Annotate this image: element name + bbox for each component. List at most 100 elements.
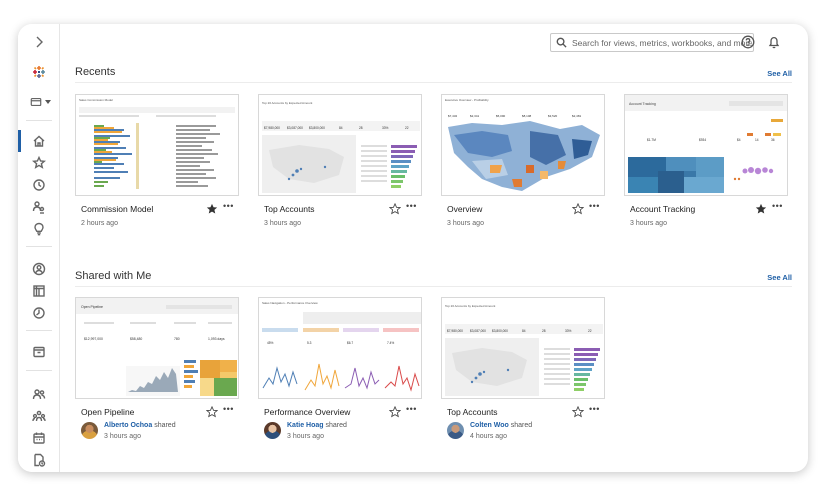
sidebar-divider	[26, 330, 52, 331]
thumb-title: Sales Navigation - Performance Overview	[262, 301, 319, 305]
more-actions-icon[interactable]: •••	[223, 404, 234, 414]
recent-card-account-tracking[interactable]: Account Tracking $1.7M $934 $4 14 36 Accoun	[624, 94, 790, 234]
svg-text:22: 22	[588, 329, 592, 333]
card-time: 3 hours ago	[630, 220, 667, 227]
svg-text:14: 14	[755, 138, 759, 142]
favorite-star-outline-icon[interactable]	[389, 406, 401, 418]
notifications-bell-icon[interactable]	[766, 34, 782, 50]
favorite-star-filled-icon[interactable]	[755, 203, 767, 215]
svg-text:5.3: 5.3	[307, 341, 312, 345]
thumbnail-overview[interactable]: Executive Overview - Profitability $7,43…	[441, 94, 605, 196]
sharer-name-link[interactable]: Alberto Ochoa	[104, 422, 153, 429]
favorite-star-outline-icon[interactable]	[572, 203, 584, 215]
card-time: 3 hours ago	[264, 220, 301, 227]
svg-text:84: 84	[522, 329, 526, 333]
site-selector-icon[interactable]	[26, 92, 54, 112]
tableau-logo-icon[interactable]	[29, 62, 49, 82]
more-actions-icon[interactable]: •••	[589, 404, 600, 414]
groups-icon[interactable]	[29, 406, 49, 426]
card-title[interactable]: Performance Overview	[264, 407, 351, 417]
shared-see-all-link[interactable]: See All	[767, 273, 792, 282]
svg-text:36: 36	[771, 138, 775, 142]
home-icon[interactable]	[29, 131, 49, 151]
favorite-star-outline-icon[interactable]	[389, 203, 401, 215]
svg-text:$8,108: $8,108	[522, 114, 532, 118]
explore-icon[interactable]	[29, 281, 49, 301]
svg-text:$5,090: $5,090	[496, 114, 506, 118]
svg-text:$7,980,000: $7,980,000	[447, 329, 463, 333]
more-actions-icon[interactable]: •••	[406, 201, 417, 211]
svg-text:$7,432: $7,432	[448, 114, 458, 118]
shared-card-open-pipeline[interactable]: Open Pipeline $12,997,000 $58,480 780 1,093…	[75, 297, 241, 440]
shared-by-line: Alberto Ochoa shared	[104, 422, 176, 429]
svg-text:$2,341: $2,341	[470, 114, 480, 118]
collections-icon[interactable]	[29, 303, 49, 323]
svg-text:$6.7: $6.7	[347, 341, 353, 345]
favorites-icon[interactable]	[29, 153, 49, 173]
recents-see-all-link[interactable]: See All	[767, 69, 792, 78]
personal-space-icon[interactable]	[29, 259, 49, 279]
more-actions-icon[interactable]: •••	[223, 201, 234, 211]
svg-text:$2,481: $2,481	[572, 114, 582, 118]
sharer-name-link[interactable]: Colten Woo	[470, 422, 509, 429]
sharer-avatar[interactable]	[447, 422, 464, 439]
favorite-star-filled-icon[interactable]	[206, 203, 218, 215]
favorite-star-outline-icon[interactable]	[572, 406, 584, 418]
recent-card-commission-model[interactable]: Sales Commission Model	[75, 94, 241, 234]
thumbnail-top-accounts-shared[interactable]: Top 20 Accounts by Expected Amount $7,98…	[441, 297, 605, 399]
sharer-avatar[interactable]	[81, 422, 98, 439]
shared-by-line: Katie Hoag shared	[287, 422, 347, 429]
more-actions-icon[interactable]: •••	[772, 201, 783, 211]
sidebar-divider	[26, 120, 52, 121]
more-actions-icon[interactable]: •••	[406, 404, 417, 414]
card-title[interactable]: Top Accounts	[447, 407, 498, 417]
thumbnail-top-accounts[interactable]: Top 20 Accounts by Expected Amount $7,98…	[258, 94, 422, 196]
shared-with-me-heading: Shared with Me	[75, 270, 152, 282]
expand-icon[interactable]	[29, 32, 49, 52]
thumbnail-performance-overview[interactable]: Sales Navigation - Performance Overview …	[258, 297, 422, 399]
sharer-avatar[interactable]	[264, 422, 281, 439]
recents-heading: Recents	[75, 66, 116, 78]
svg-text:780: 780	[174, 337, 180, 341]
recents-icon[interactable]	[29, 175, 49, 195]
search-input[interactable]	[572, 37, 752, 48]
sharer-name-link[interactable]: Katie Hoag	[287, 422, 324, 429]
thumb-title: Sales Commission Model	[79, 98, 113, 102]
recent-card-overview[interactable]: Executive Overview - Profitability $7,43…	[441, 94, 607, 234]
thumbnail-open-pipeline[interactable]: Open Pipeline $12,997,000 $58,480 780 1,093…	[75, 297, 239, 399]
thumb-title: Top 20 Accounts by Expected Amount	[262, 101, 313, 105]
card-title[interactable]: Overview	[447, 204, 483, 214]
shared-card-performance-overview[interactable]: Sales Navigation - Performance Overview …	[258, 297, 424, 440]
jobs-icon[interactable]	[29, 450, 49, 470]
svg-text:7.4%: 7.4%	[387, 341, 394, 345]
svg-text:$3,087,000: $3,087,000	[287, 126, 303, 130]
thumbnail-commission-model[interactable]: Sales Commission Model	[75, 94, 239, 196]
recommendations-icon[interactable]	[29, 219, 49, 239]
external-assets-icon[interactable]	[29, 342, 49, 362]
schedules-icon[interactable]	[29, 428, 49, 448]
svg-text:28: 28	[542, 329, 546, 333]
svg-text:$4: $4	[737, 138, 741, 142]
card-title[interactable]: Top Accounts	[264, 204, 315, 214]
svg-text:$3,520: $3,520	[548, 114, 558, 118]
help-icon[interactable]	[740, 34, 756, 50]
top-bar	[60, 24, 808, 58]
shared-with-me-icon[interactable]	[29, 197, 49, 217]
search-box[interactable]	[550, 33, 754, 52]
shared-card-top-accounts[interactable]: Top 20 Accounts by Expected Amount $7,98…	[441, 297, 607, 440]
svg-text:$934: $934	[699, 138, 706, 142]
more-actions-icon[interactable]: •••	[589, 201, 600, 211]
thumb-title: Open Pipeline	[81, 305, 103, 309]
thumbnail-account-tracking[interactable]: Account Tracking $1.7M $934 $4 14 36	[624, 94, 788, 196]
active-indicator	[18, 130, 21, 152]
card-time: 3 hours ago	[104, 433, 141, 440]
card-title[interactable]: Open Pipeline	[81, 407, 135, 417]
users-icon[interactable]	[29, 384, 49, 404]
card-time: 4 hours ago	[470, 433, 507, 440]
svg-text:84: 84	[339, 126, 343, 130]
recent-card-top-accounts[interactable]: Top 20 Accounts by Expected Amount $7,98…	[258, 94, 424, 234]
svg-text:$7,980,000: $7,980,000	[264, 126, 280, 130]
card-title[interactable]: Account Tracking	[630, 204, 696, 214]
favorite-star-outline-icon[interactable]	[206, 406, 218, 418]
card-title[interactable]: Commission Model	[81, 204, 154, 214]
